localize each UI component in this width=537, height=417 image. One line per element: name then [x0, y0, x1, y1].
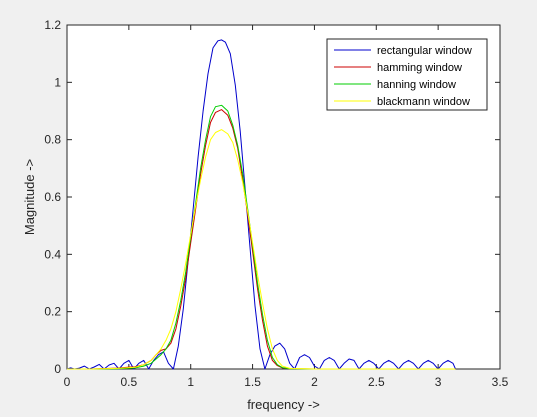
- x-tick-label: 3.5: [492, 375, 509, 389]
- legend-label: blackmann window: [377, 96, 470, 108]
- y-tick-label: 1.2: [44, 18, 61, 32]
- x-tick-label: 0: [64, 375, 71, 389]
- y-axis-label: Magnitude ->: [22, 159, 37, 235]
- legend-box: [326, 38, 488, 111]
- x-axis-label: frequency ->: [247, 397, 320, 412]
- y-axis-ticks: 0 0.2 0.4 0.6 0.8 1 1.2: [44, 18, 500, 376]
- x-tick-label: 1.5: [244, 375, 261, 389]
- series-layer: [66, 39, 456, 370]
- x-tick-label: 1: [187, 375, 194, 389]
- legend: rectangular window hamming window hanning …: [326, 38, 488, 111]
- x-axis-ticks: 0 0.5 1 1.5 2 2.5 3 3.5: [64, 25, 509, 389]
- legend-label: hanning window: [377, 79, 456, 91]
- x-tick-label: 3: [435, 375, 442, 389]
- series-line-rectangular-window: [66, 39, 456, 370]
- series-line-blackmann-window: [67, 129, 456, 370]
- x-tick-label: 2: [311, 375, 318, 389]
- x-tick-label: 2.5: [368, 375, 385, 389]
- y-tick-label: 0: [54, 362, 61, 376]
- y-tick-label: 1: [54, 75, 61, 89]
- y-tick-label: 0.8: [44, 133, 61, 147]
- legend-label: rectangular window: [377, 45, 472, 57]
- y-tick-label: 0.2: [44, 305, 61, 319]
- y-tick-label: 0.6: [44, 190, 61, 204]
- series-line-hanning-window: [67, 104, 456, 370]
- x-tick-label: 0.5: [121, 375, 138, 389]
- legend-label: hamming window: [377, 62, 462, 74]
- y-tick-label: 0.4: [44, 247, 61, 261]
